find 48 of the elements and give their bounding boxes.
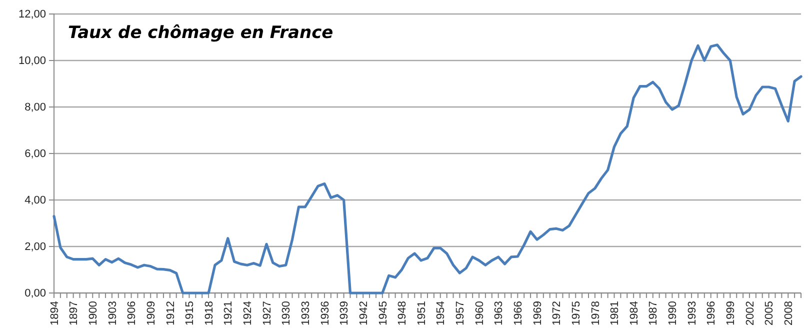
- x-tick-label: 1996: [706, 301, 718, 326]
- text: Taux de chômage en France: [68, 23, 334, 43]
- x-tick-label: 1906: [126, 301, 138, 326]
- y-tick-label: 12,00: [18, 8, 46, 21]
- x-tick-label: 1978: [590, 301, 602, 326]
- x-tick-label: 1975: [570, 301, 582, 326]
- x-tick-label: 1903: [106, 301, 119, 326]
- x-tick-label: 1897: [68, 301, 80, 326]
- x-tick-label: 1912: [164, 301, 177, 326]
- x-tick-label: 1957: [454, 301, 467, 326]
- x-tick-label: 1948: [396, 301, 409, 326]
- x-tick-label: 1909: [145, 301, 158, 326]
- x-tick-label: 1915: [184, 301, 196, 326]
- x-tick-label: 2008: [782, 301, 795, 326]
- x-tick-label: 1960: [474, 301, 486, 326]
- y-tick-label: 4,00: [24, 194, 46, 207]
- x-tick-label: 1987: [648, 301, 660, 326]
- x-tick-label: 1921: [222, 301, 235, 326]
- x-tick-label: 1993: [686, 301, 698, 326]
- x-tick-label: 1984: [628, 301, 640, 326]
- y-tick-label: 10,00: [18, 55, 46, 68]
- x-tick-label: 1894: [48, 301, 61, 326]
- y-tick-label: 0,00: [24, 288, 46, 300]
- x-tick-label: 1954: [435, 301, 448, 326]
- x-tick-label: 1939: [338, 301, 351, 326]
- x-tick-label: 1966: [512, 301, 525, 326]
- x-tick-label: 2002: [744, 301, 756, 326]
- y-tick-label: 6,00: [24, 148, 46, 160]
- line-series: [52, 44, 802, 294]
- x-tick-label: 1942: [358, 301, 370, 326]
- x-tick-label: 1918: [203, 301, 216, 326]
- y-tick-label: 2,00: [24, 241, 46, 254]
- x-tick-label: 2005: [764, 301, 776, 326]
- x-tick-label: 1951: [416, 301, 428, 326]
- x-tick-label: 1972: [551, 301, 564, 326]
- x-tick-label: 1930: [280, 301, 293, 326]
- y-tick-label: 8,00: [24, 102, 46, 114]
- x-tick-label: 1981: [609, 301, 622, 326]
- x-tick-label: 1936: [319, 301, 332, 326]
- x-tick-label: 1945: [377, 301, 390, 326]
- x-tick-label: 1999: [725, 301, 738, 326]
- x-tick-label: 1969: [532, 301, 544, 326]
- x-tick-label: 1963: [493, 301, 506, 326]
- x-tick-label: 1927: [261, 301, 274, 326]
- x-tick-label: 1990: [667, 301, 680, 326]
- x-tick-label: 1924: [242, 301, 254, 326]
- x-tick-label: 1900: [87, 301, 100, 326]
- x-tick-label: 1933: [300, 301, 312, 326]
